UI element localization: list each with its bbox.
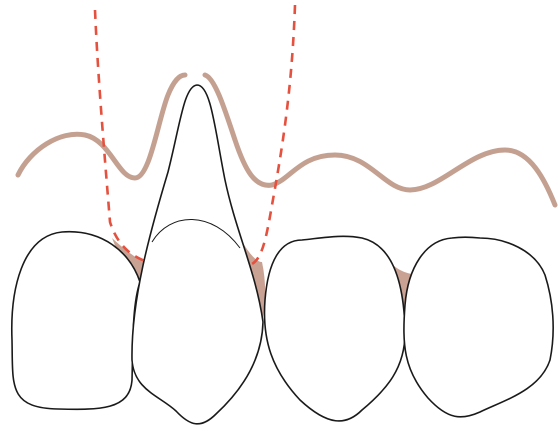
erupting-tooth	[132, 85, 263, 424]
dental-diagram	[0, 0, 558, 434]
right-tooth	[404, 237, 553, 417]
gingival-margin	[205, 75, 555, 205]
page	[0, 0, 558, 434]
guide-line	[252, 5, 295, 264]
middle-tooth	[264, 236, 405, 421]
left-tooth	[12, 232, 140, 410]
guide-line	[95, 10, 148, 262]
